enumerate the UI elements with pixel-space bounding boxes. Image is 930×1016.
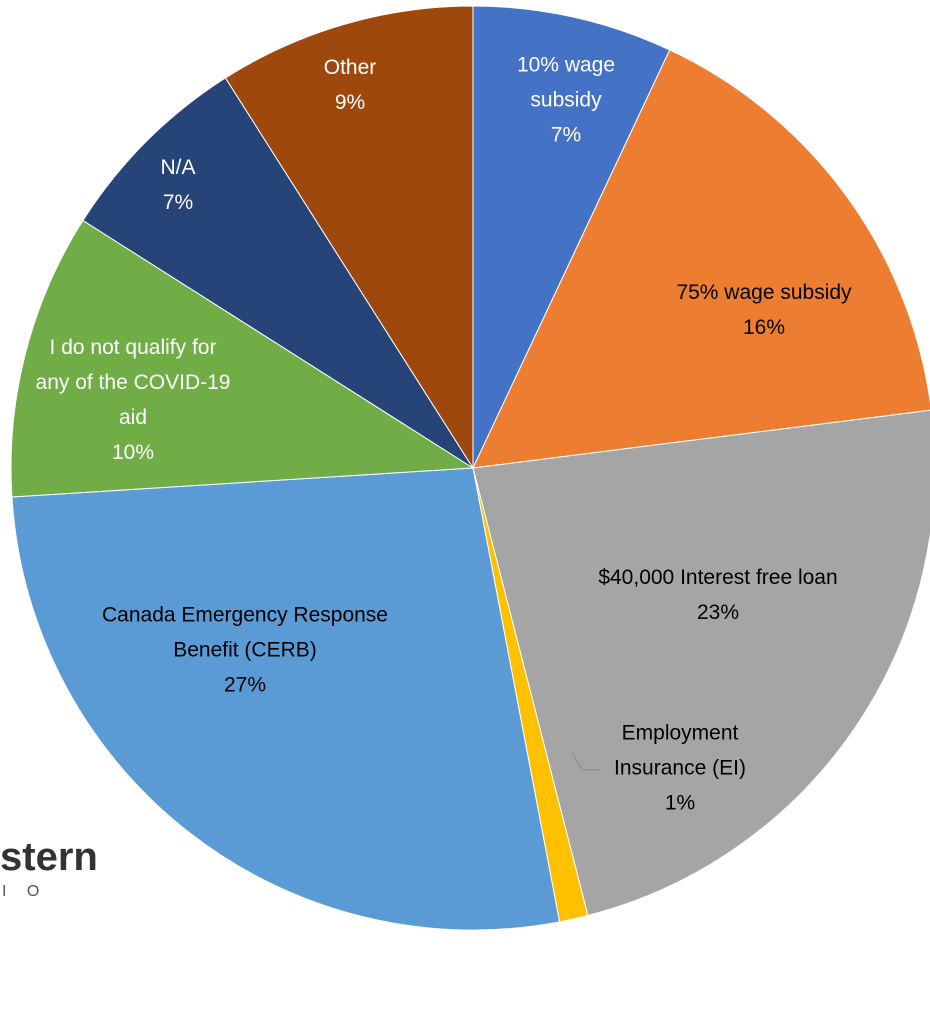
slice-label: $40,000 Interest free loan 23%	[588, 560, 848, 630]
value-label: 7%	[162, 191, 194, 214]
pie-slice	[11, 467, 561, 931]
logo-text: stern	[0, 835, 98, 879]
leader-line	[571, 751, 600, 771]
category-label: N/A	[160, 156, 196, 179]
value-label: 1%	[664, 791, 696, 815]
pie-slice	[472, 409, 930, 917]
pie-slice	[472, 49, 930, 469]
pie-slice	[10, 219, 475, 498]
value-label: 10%	[111, 441, 155, 464]
value-label: 7%	[550, 123, 582, 147]
value-label: 9%	[334, 91, 366, 114]
slice-label: Other 9%	[305, 50, 395, 120]
pie-slice	[82, 77, 474, 469]
pie-slice	[472, 5, 671, 469]
slice-label: Canada Emergency Response Benefit (CERB)…	[95, 598, 395, 703]
slice-label: Employment Insurance (EI) 1%	[595, 716, 765, 821]
slice-label: N/A 7%	[143, 150, 213, 220]
category-label: Employment Insurance (EI)	[614, 721, 746, 780]
value-label: 23%	[696, 601, 740, 624]
category-label: 75% wage subsidy	[676, 281, 852, 304]
category-label: $40,000 Interest free loan	[598, 566, 838, 589]
logo-subtext: I O	[2, 883, 48, 900]
pie-slice	[224, 5, 474, 470]
category-label: I do not qualify for any of the COVID-19…	[35, 336, 231, 429]
slice-label: 75% wage subsidy 16%	[639, 275, 889, 345]
value-label: 16%	[742, 316, 786, 339]
category-label: 10% wage subsidy	[516, 53, 616, 112]
category-label: Canada Emergency Response Benefit (CERB)	[101, 603, 388, 662]
value-label: 27%	[223, 673, 267, 697]
slice-label: 10% wage subsidy 7%	[511, 48, 621, 153]
slice-label: I do not qualify for any of the COVID-19…	[33, 330, 233, 470]
category-label: Other	[323, 56, 377, 79]
